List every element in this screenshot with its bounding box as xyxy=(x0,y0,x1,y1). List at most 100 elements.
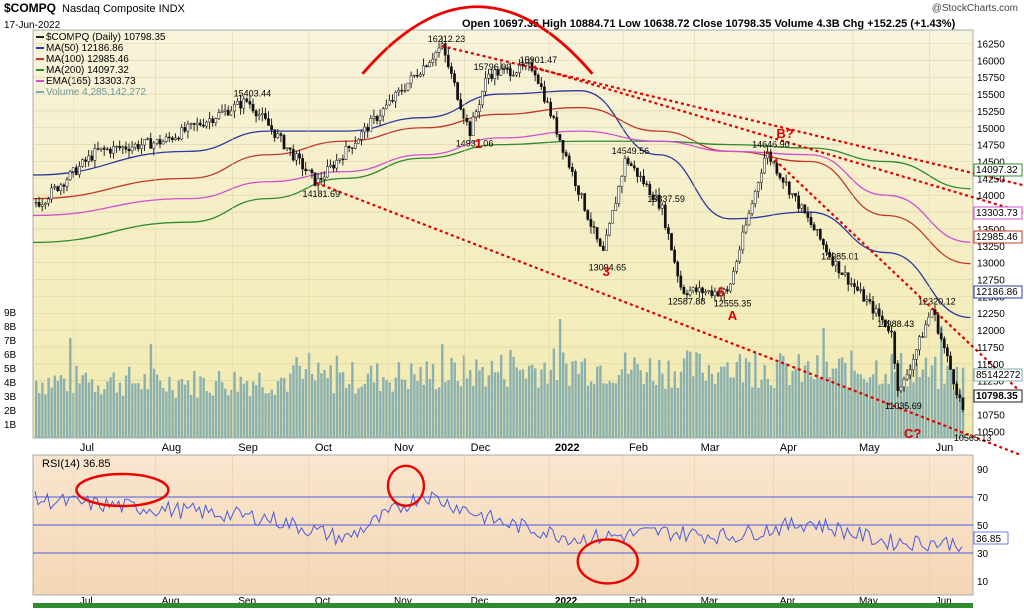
volume-bar xyxy=(909,365,912,438)
rsi-month-label: Oct xyxy=(315,596,331,607)
price-candle xyxy=(601,245,605,251)
volume-bar xyxy=(205,390,208,438)
volume-bar xyxy=(915,363,918,438)
price-candle xyxy=(837,261,841,274)
price-tick-label: 15500 xyxy=(977,90,1005,101)
volume-bar xyxy=(670,387,673,438)
volume-bar xyxy=(794,368,797,438)
volume-bar xyxy=(695,352,698,438)
volume-bar xyxy=(38,393,41,438)
price-candle xyxy=(239,101,242,109)
volume-bar xyxy=(469,369,472,438)
volume-bar xyxy=(78,383,81,438)
price-candle xyxy=(905,374,909,380)
volume-bar xyxy=(69,337,72,438)
volume-bar xyxy=(639,370,642,438)
volume-bar xyxy=(276,381,280,438)
volume-bar xyxy=(134,383,137,438)
price-candle xyxy=(626,158,630,164)
price-candle xyxy=(40,204,44,207)
volume-axis: 9B 8B 7B 6B 5B 4B 3B 2B 1B xyxy=(4,308,17,431)
price-candle xyxy=(53,186,56,189)
price-tick-label: 11500 xyxy=(977,360,1005,371)
price-candle xyxy=(267,118,270,126)
point-label: 15403.44 xyxy=(234,89,272,99)
price-candle xyxy=(750,203,754,214)
volume-bar xyxy=(314,380,317,438)
point-label: 14931.06 xyxy=(456,138,494,148)
volume-bar xyxy=(500,354,503,438)
price-candle xyxy=(171,137,174,140)
volume-bar xyxy=(224,388,227,438)
price-candle xyxy=(874,308,878,314)
volume-bar xyxy=(159,380,162,438)
price-candle xyxy=(375,116,379,121)
volume-bar xyxy=(686,350,689,438)
volume-bar xyxy=(574,360,577,438)
volume-bar xyxy=(397,362,401,438)
price-candle xyxy=(716,291,720,297)
price-candle xyxy=(161,141,165,145)
volume-bar xyxy=(806,361,810,438)
volume-bar xyxy=(400,379,404,438)
volume-bar xyxy=(87,382,91,438)
volume-tick-label: 5B xyxy=(4,364,17,375)
point-label: 16212.23 xyxy=(428,34,466,44)
price-candle xyxy=(326,166,329,178)
volume-bar xyxy=(813,379,816,438)
price-candle xyxy=(791,193,794,195)
volume-bar xyxy=(658,359,661,438)
ma-line-ema165 xyxy=(32,130,971,243)
price-candle xyxy=(260,113,264,115)
volume-bar xyxy=(788,384,791,438)
volume-bar xyxy=(955,366,959,438)
rsi-series-line xyxy=(34,491,963,553)
volume-bar xyxy=(562,352,565,438)
volume-bar xyxy=(831,368,835,438)
volume-bar xyxy=(53,375,56,438)
price-candle xyxy=(818,229,822,240)
volume-bar xyxy=(140,389,143,438)
price-candle xyxy=(921,336,924,338)
volume-bar xyxy=(884,374,887,438)
volume-bar xyxy=(850,350,853,438)
price-tick-label: 14250 xyxy=(977,174,1005,185)
price-candle xyxy=(651,194,655,201)
volume-bar xyxy=(583,358,587,438)
volume-bar xyxy=(741,382,745,438)
price-candle xyxy=(118,146,122,149)
wave-annotations: 1 3 5A B? C? xyxy=(475,126,922,441)
price-candle xyxy=(794,193,797,197)
volume-bar xyxy=(345,388,348,438)
volume-bar xyxy=(856,373,859,438)
volume-bar xyxy=(419,367,422,438)
price-tick-label: 12750 xyxy=(977,276,1005,287)
volume-bar xyxy=(754,352,757,438)
price-candle xyxy=(725,289,729,292)
price-candle xyxy=(136,143,140,149)
volume-bar xyxy=(958,390,962,438)
volume-bar xyxy=(103,389,106,438)
price-candle xyxy=(366,126,370,132)
volume-bar xyxy=(698,353,701,438)
price-candle xyxy=(555,117,559,135)
rsi-value-tag-bg xyxy=(973,531,1009,545)
volume-bar xyxy=(385,379,388,438)
price-candle xyxy=(490,73,494,79)
price-candle xyxy=(409,75,413,84)
volume-bar xyxy=(757,387,760,438)
volume-bar xyxy=(261,387,264,438)
price-candle xyxy=(527,62,531,65)
wave-label: C? xyxy=(904,426,921,441)
price-candle xyxy=(629,163,633,167)
price-candle xyxy=(645,183,649,185)
month-label: Aug xyxy=(162,442,182,454)
price-candle xyxy=(357,139,360,144)
price-candle xyxy=(363,126,366,133)
volume-bar xyxy=(797,354,800,438)
price-candle xyxy=(831,256,835,266)
price-candle xyxy=(685,293,689,296)
point-label: 13094.65 xyxy=(589,262,627,272)
volume-bar xyxy=(487,375,490,438)
volume-bar xyxy=(183,384,187,438)
